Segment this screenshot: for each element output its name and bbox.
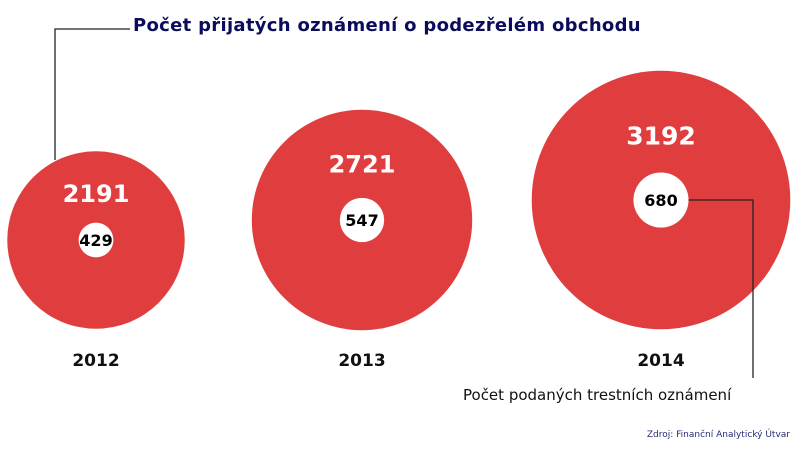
- inner-label-connector-line: [688, 199, 754, 378]
- outer-value-label-2012: 2191: [63, 180, 130, 208]
- inner-series-label: Počet podaných trestních oznámení: [463, 386, 732, 404]
- inner-value-label-2012: 429: [79, 231, 112, 250]
- year-label-2012: 2012: [72, 351, 119, 371]
- title-connector-line: [54, 28, 130, 160]
- inner-bubble-2013: [339, 197, 385, 243]
- inner-bubble-2012: [78, 222, 114, 258]
- inner-value-label-2014: 680: [644, 191, 677, 210]
- year-label-2013: 2013: [338, 351, 385, 371]
- outer-value-label-2013: 2721: [329, 151, 396, 179]
- inner-bubble-2014: [633, 172, 689, 228]
- year-label-2014: 2014: [637, 351, 684, 371]
- inner-value-label-2013: 547: [345, 211, 378, 230]
- chart-title: Počet přijatých oznámení o podezřelém ob…: [133, 15, 641, 36]
- outer-value-label-2014: 3192: [626, 121, 696, 150]
- source-note: Zdroj: Finanční Analytický Útvar: [646, 430, 790, 440]
